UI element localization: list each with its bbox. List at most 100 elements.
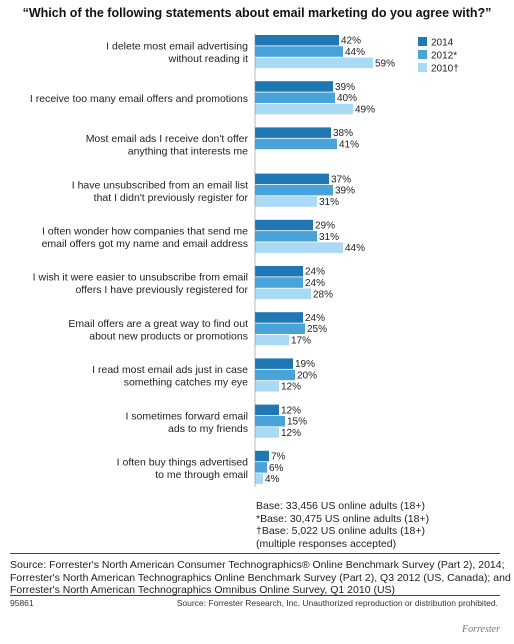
footer-rights: Source: Forrester Research, Inc. Unautho… bbox=[176, 598, 498, 608]
bar bbox=[255, 57, 373, 69]
category-label: something catches my eye bbox=[124, 377, 248, 389]
brand-logo: Forrester bbox=[462, 624, 500, 635]
base-note: Base: 33,456 US online adults (18+) bbox=[256, 500, 425, 512]
value-label: 17% bbox=[291, 336, 311, 347]
base-note: *Base: 30,475 US online adults (18+) bbox=[256, 512, 430, 525]
category-label: I read most email ads just in case bbox=[92, 364, 248, 376]
value-label: 59% bbox=[375, 58, 395, 69]
legend-swatch bbox=[418, 63, 427, 72]
value-label: 29% bbox=[315, 221, 335, 232]
value-label: 40% bbox=[337, 93, 357, 104]
base-note: (multiple responses accepted) bbox=[256, 537, 397, 550]
bar bbox=[255, 462, 267, 473]
value-label: 7% bbox=[271, 452, 286, 463]
bar bbox=[255, 266, 303, 277]
source-text: Source: Forrester's North American Consu… bbox=[10, 559, 511, 597]
divider bbox=[10, 595, 500, 596]
bar bbox=[255, 35, 339, 46]
value-label: 38% bbox=[333, 128, 353, 139]
bar bbox=[255, 173, 329, 185]
value-label: 31% bbox=[319, 197, 339, 208]
category-label: Most email ads I receive don't offer bbox=[86, 133, 249, 145]
category-label: Email offers are a great way to find out bbox=[68, 318, 248, 330]
value-label: 39% bbox=[335, 186, 355, 197]
bar bbox=[255, 404, 279, 416]
category-label: about new products or promotions bbox=[89, 330, 248, 342]
bar bbox=[255, 242, 343, 253]
value-label: 19% bbox=[295, 359, 315, 370]
value-label: 37% bbox=[331, 174, 351, 185]
category-label: offers I have previously registered for bbox=[75, 284, 248, 296]
value-label: 6% bbox=[269, 463, 284, 474]
footer-id: 95861 bbox=[10, 598, 34, 608]
legend-swatch bbox=[418, 37, 427, 46]
value-label: 4% bbox=[265, 474, 280, 485]
source-line: Forrester's North American Technographic… bbox=[10, 584, 396, 597]
value-label: 12% bbox=[281, 428, 301, 439]
bar bbox=[255, 427, 279, 438]
bar bbox=[255, 92, 335, 103]
category-label: anything that interests me bbox=[128, 146, 248, 158]
bar bbox=[255, 288, 311, 300]
bar bbox=[255, 103, 353, 115]
value-label: 49% bbox=[355, 105, 375, 116]
bar bbox=[255, 184, 333, 196]
value-label: 44% bbox=[345, 47, 365, 58]
value-label: 15% bbox=[287, 417, 307, 428]
value-label: 31% bbox=[319, 232, 339, 243]
bar bbox=[255, 381, 279, 392]
value-label: 42% bbox=[341, 36, 361, 47]
category-label: email offers got my name and email addre… bbox=[42, 238, 248, 250]
value-label: 25% bbox=[307, 324, 327, 335]
legend-swatch bbox=[418, 50, 427, 59]
source-line: Source: Forrester's North American Consu… bbox=[10, 559, 505, 571]
category-label: I sometimes forward email bbox=[125, 410, 248, 422]
value-label: 12% bbox=[281, 382, 301, 393]
value-label: 12% bbox=[281, 405, 301, 416]
legend: 2014 2012* 2010† bbox=[418, 37, 459, 75]
category-label: that I didn't previously register for bbox=[94, 192, 249, 204]
value-label: 24% bbox=[305, 267, 325, 278]
divider bbox=[10, 553, 500, 554]
bar bbox=[255, 81, 333, 92]
bar bbox=[255, 196, 317, 207]
bar bbox=[255, 334, 289, 346]
bars bbox=[254, 33, 373, 487]
legend-entry: 2010† bbox=[431, 64, 459, 75]
bar bbox=[255, 277, 303, 288]
bar bbox=[255, 46, 343, 57]
source-line: Forrester's North American Technographic… bbox=[10, 571, 511, 584]
value-label: 28% bbox=[313, 289, 333, 300]
value-label: 41% bbox=[339, 139, 359, 150]
chart-title: “Which of the following statements about… bbox=[22, 6, 492, 20]
bar bbox=[255, 358, 293, 369]
base-note: †Base: 5,022 US online adults (18+) bbox=[256, 525, 425, 538]
category-label: I have unsubscribed from an email list bbox=[72, 179, 248, 191]
value-labels: 42%44%59%39%40%49%38%41%37%39%31%29%31%4… bbox=[265, 36, 395, 485]
category-label: ads to my friends bbox=[168, 423, 248, 435]
bar bbox=[255, 323, 305, 334]
value-label: 24% bbox=[305, 278, 325, 289]
category-label: I delete most email advertising bbox=[106, 41, 248, 53]
bar bbox=[255, 312, 303, 323]
value-label: 39% bbox=[335, 82, 355, 93]
bar bbox=[255, 450, 269, 462]
category-label: I wish it were easier to unsubscribe fro… bbox=[33, 272, 248, 284]
category-label: without reading it bbox=[168, 53, 248, 65]
bar bbox=[255, 127, 331, 138]
bar bbox=[255, 369, 295, 381]
bar bbox=[255, 415, 285, 427]
bar bbox=[255, 231, 317, 242]
value-label: 44% bbox=[345, 243, 365, 254]
base-notes: Base: 33,456 US online adults (18+) *Bas… bbox=[256, 500, 429, 550]
category-label: to me through email bbox=[155, 469, 248, 481]
bar bbox=[255, 138, 337, 150]
category-label: I often buy things advertised bbox=[117, 457, 248, 469]
value-label: 20% bbox=[297, 370, 317, 381]
bar bbox=[255, 473, 263, 484]
legend-entry: 2012* bbox=[431, 51, 457, 62]
category-label: I often wonder how companies that send m… bbox=[42, 226, 248, 238]
bar bbox=[255, 219, 313, 231]
